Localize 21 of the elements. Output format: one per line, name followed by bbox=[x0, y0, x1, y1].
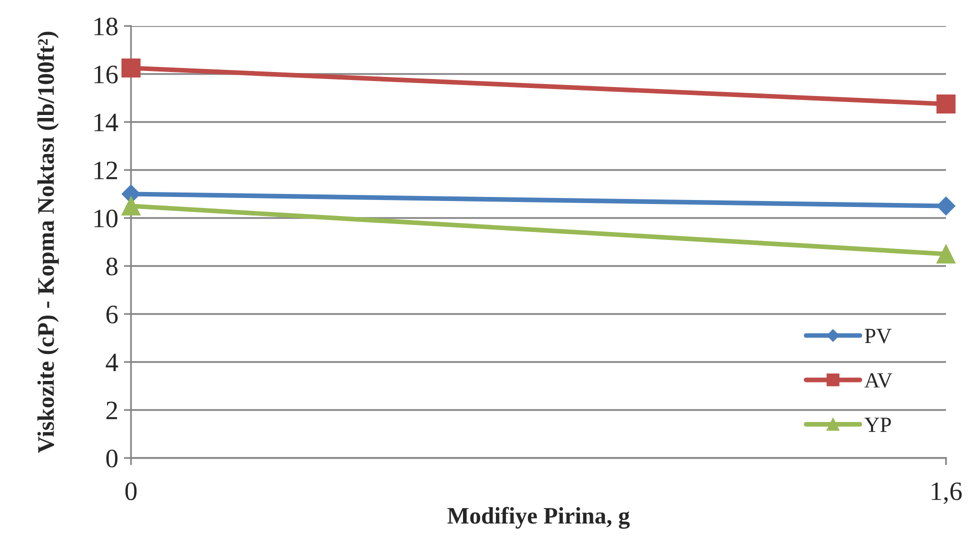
y-tick-label: 4 bbox=[106, 354, 118, 372]
legend-label: PV bbox=[864, 328, 892, 344]
x-axis-title: Modifiye Pirina, g bbox=[447, 506, 630, 529]
y-tick-label: 12 bbox=[94, 162, 118, 180]
legend-label: AV bbox=[864, 373, 892, 388]
y-axis-title: Viskozite (cP) - Kopma Noktası (lb/100ft²) bbox=[37, 32, 59, 454]
point bbox=[121, 196, 141, 216]
point bbox=[936, 196, 956, 216]
y-tick-label: 2 bbox=[106, 402, 118, 420]
point bbox=[121, 58, 141, 78]
y-tick-label: 16 bbox=[94, 66, 118, 84]
y-tick-label: 10 bbox=[94, 210, 118, 228]
point bbox=[936, 244, 956, 264]
y-tick-label: 14 bbox=[94, 114, 118, 132]
y-tick-label: 6 bbox=[106, 306, 118, 324]
point bbox=[936, 94, 956, 114]
legend-label: YP bbox=[864, 418, 891, 432]
y-tick-label: 8 bbox=[106, 258, 118, 276]
x-tick-label: 1,6 bbox=[932, 482, 962, 504]
y-tick-label: 18 bbox=[94, 18, 118, 36]
y-tick-label: 0 bbox=[106, 450, 118, 468]
